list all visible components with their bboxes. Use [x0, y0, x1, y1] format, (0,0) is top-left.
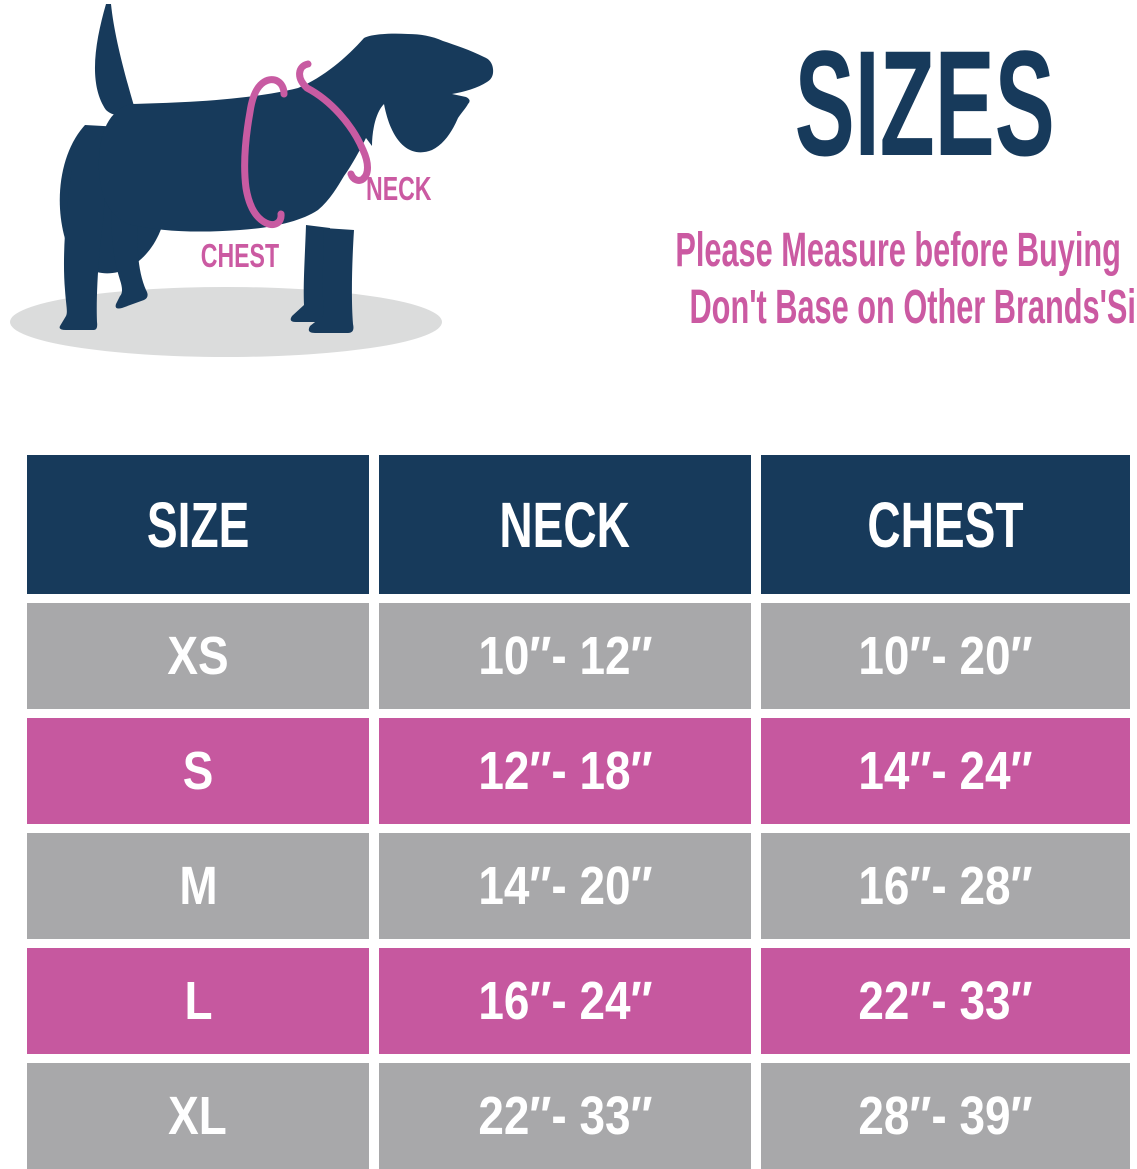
cell-l-chest: 22″- 33″: [761, 948, 1130, 1054]
dog-illustration: [10, 4, 494, 357]
cell-s-neck: 12″- 18″: [379, 718, 751, 824]
harness-straps: [241, 60, 371, 229]
measure-warning-line1: Please Measure before Buying: [675, 224, 1121, 277]
page-title: SIZES: [794, 19, 1056, 187]
neck-strap-line: [296, 60, 371, 184]
cell-l-neck: 16″- 24″: [379, 948, 751, 1054]
neck-label: NECK: [366, 170, 432, 207]
cell-m-size: M: [27, 833, 369, 939]
cell-m-neck: 14″- 20″: [379, 833, 751, 939]
measure-warning-text: Please Measure before Buying Don't Base …: [550, 222, 1137, 336]
cell-xs-neck: 10″- 12″: [379, 603, 751, 709]
chest-strap-line: [241, 76, 288, 229]
cell-xl-chest: 28″- 39″: [761, 1063, 1130, 1169]
dog-measurement-diagram: NECK CHEST: [0, 0, 520, 360]
measure-warning-line2: Don't Base on Other Brands'Sizes: [689, 281, 1137, 334]
cell-s-chest: 14″- 24″: [761, 718, 1130, 824]
dog-silhouette: [59, 4, 494, 333]
cell-l-size: L: [27, 948, 369, 1054]
hero-section: NECK CHEST SIZES Please Measure before B…: [0, 0, 1137, 455]
column-header-neck: NECK: [379, 455, 751, 594]
cell-xl-size: XL: [27, 1063, 369, 1169]
cell-m-chest: 16″- 28″: [761, 833, 1130, 939]
chest-label: CHEST: [200, 237, 280, 274]
size-chart-table: SIZE NECK CHEST XS 10″- 12″ 10″- 20″ S 1…: [27, 455, 1131, 1169]
cell-xs-chest: 10″- 20″: [761, 603, 1130, 709]
column-header-chest: CHEST: [761, 455, 1130, 594]
cell-xs-size: XS: [27, 603, 369, 709]
cell-xl-neck: 22″- 33″: [379, 1063, 751, 1169]
cell-s-size: S: [27, 718, 369, 824]
column-header-size: SIZE: [27, 455, 369, 594]
